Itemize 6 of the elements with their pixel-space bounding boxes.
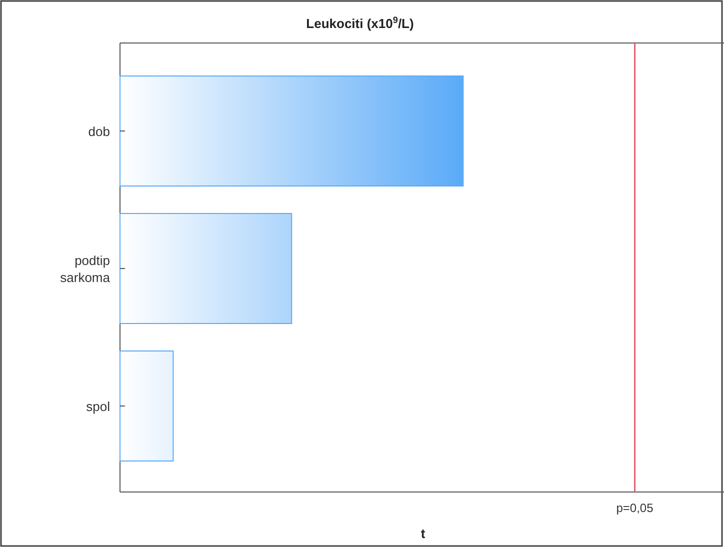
- text: p=0,05: [616, 501, 654, 515]
- y-tick-label: spol: [86, 399, 110, 414]
- x-axis-title: t: [420, 526, 426, 541]
- chart-title: Leukociti (x10$^{9}$/L): [306, 15, 414, 31]
- y-tick-label: podtip sarkoma: [60, 253, 111, 285]
- y-tick-label: dob: [88, 124, 110, 139]
